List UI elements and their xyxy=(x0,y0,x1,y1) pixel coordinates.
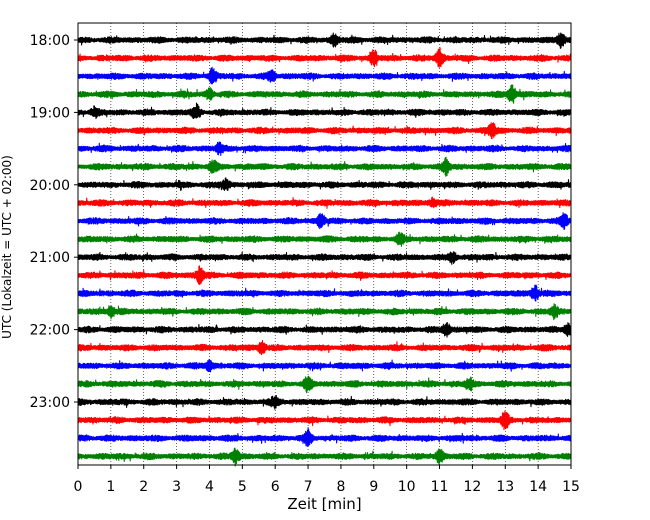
trace-1945 xyxy=(77,156,572,177)
x-tick-label: 13 xyxy=(496,479,514,495)
y-tick-label: 21:00 xyxy=(30,250,70,266)
trace-1930 xyxy=(77,141,572,157)
x-tick-label: 14 xyxy=(529,479,547,495)
x-tick-label: 9 xyxy=(369,479,378,495)
plot-frame xyxy=(77,22,572,466)
y-ticks: 18:00 19:00 20:00 21:00 22:00 23:00 xyxy=(30,33,78,411)
x-tick-label: 0 xyxy=(74,479,83,495)
x-tick-label: 2 xyxy=(139,479,148,495)
x-tick-label: 15 xyxy=(562,479,580,495)
x-axis-label: Zeit [min] xyxy=(287,495,361,513)
trace-1815 xyxy=(77,47,572,69)
x-tick-label: 7 xyxy=(304,479,313,495)
trace-2130 xyxy=(77,284,572,302)
x-tick-label: 10 xyxy=(398,479,416,495)
y-tick-label: 18:00 xyxy=(30,33,70,49)
y-axis-label: UTC (Lokalzeit = UTC + 02:00) xyxy=(0,155,14,339)
trace-2145 xyxy=(77,303,572,321)
trace-2345 xyxy=(77,447,572,467)
x-tick-label: 11 xyxy=(431,479,449,495)
trace-2300 xyxy=(77,394,572,410)
trace-2000 xyxy=(77,177,572,192)
x-tick-label: 3 xyxy=(172,479,181,495)
trace-2045 xyxy=(77,231,572,247)
trace-1845 xyxy=(77,84,572,104)
y-tick-label: 20:00 xyxy=(30,178,70,194)
x-tick-label: 4 xyxy=(205,479,214,495)
x-ticks: 0 1 2 3 4 5 6 7 8 9 10 11 12 13 14 15 xyxy=(74,465,580,495)
y-tick-label: 22:00 xyxy=(30,323,70,339)
traces xyxy=(77,32,572,467)
trace-2030 xyxy=(77,212,572,231)
x-tick-label: 6 xyxy=(271,479,280,495)
trace-2245 xyxy=(77,375,572,394)
trace-2115 xyxy=(77,265,572,286)
trace-1900 xyxy=(77,102,572,120)
x-tick-label: 5 xyxy=(238,479,247,495)
y-tick-label: 23:00 xyxy=(30,395,70,411)
trace-1800 xyxy=(77,32,572,49)
trace-1830 xyxy=(77,66,572,85)
x-tick-label: 1 xyxy=(106,479,115,495)
trace-2200 xyxy=(77,321,572,338)
trace-2315 xyxy=(77,410,572,431)
trace-2230 xyxy=(77,358,572,373)
trace-2215 xyxy=(77,339,572,356)
trace-2100 xyxy=(77,251,572,265)
y-tick-label: 19:00 xyxy=(30,105,70,121)
trace-1915 xyxy=(77,122,572,140)
x-tick-label: 12 xyxy=(463,479,481,495)
x-tick-label: 8 xyxy=(336,479,345,495)
trace-2015 xyxy=(77,196,572,209)
trace-2330 xyxy=(77,427,572,447)
